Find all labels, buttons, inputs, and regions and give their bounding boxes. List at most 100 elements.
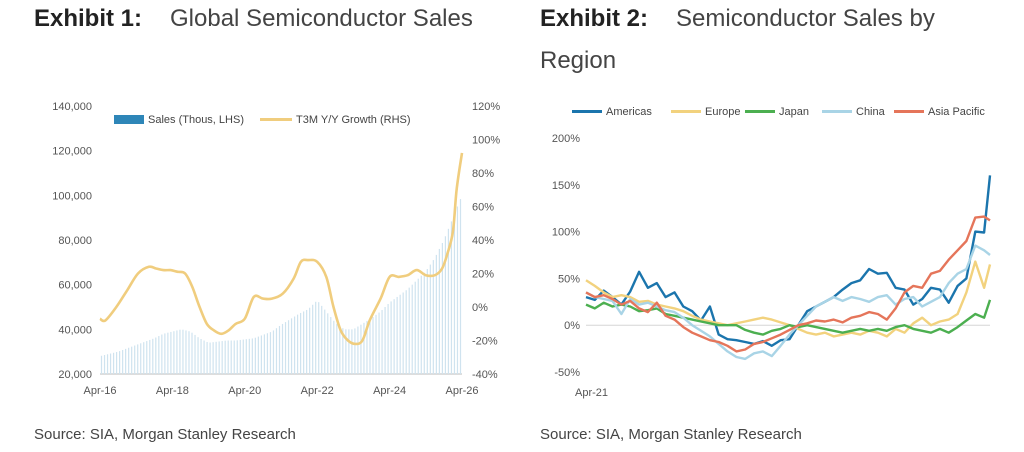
chart-1-bar bbox=[215, 341, 217, 374]
chart-1-right-tick-label: 100% bbox=[472, 135, 500, 147]
chart-1-bar bbox=[450, 221, 453, 374]
chart-1-bar bbox=[399, 294, 401, 374]
chart-1-bar bbox=[432, 260, 434, 374]
chart-1-bar bbox=[109, 353, 112, 374]
chart-1-bar bbox=[281, 323, 284, 374]
chart-1-bar bbox=[209, 342, 211, 374]
chart-1-bar bbox=[339, 325, 341, 374]
chart-1-bar bbox=[158, 336, 160, 374]
chart-1-bar bbox=[119, 351, 121, 374]
chart-1-bar bbox=[366, 320, 368, 374]
chart-2-line-china bbox=[585, 244, 991, 361]
chart-1-bar bbox=[161, 334, 163, 374]
exhibit-2-number: Exhibit 2: bbox=[540, 5, 649, 32]
exhibit-2-title-text: Semiconductor Sales by Region bbox=[540, 5, 935, 74]
chart-2-x-tick-label: Apr-21 bbox=[575, 387, 608, 399]
chart-1-bar bbox=[278, 325, 281, 374]
chart-1-bar bbox=[405, 290, 407, 374]
chart-1-bar bbox=[125, 348, 127, 374]
chart-1-right-tick-label: 40% bbox=[472, 235, 494, 247]
exhibit-1: Exhibit 1: Global Semiconductor Sales bbox=[34, 0, 474, 40]
chart-1-left-tick-label: 120,000 bbox=[52, 146, 92, 158]
chart-1-bar bbox=[426, 269, 428, 374]
chart-1-bar bbox=[303, 311, 305, 374]
chart-1-bar bbox=[191, 332, 193, 374]
chart-1-left-tick-label: 40,000 bbox=[58, 324, 92, 336]
chart-1-left-tick-label: 20,000 bbox=[58, 369, 92, 381]
chart-1-bar bbox=[257, 336, 259, 374]
chart-1-bar bbox=[312, 304, 314, 374]
chart-1-bar bbox=[266, 333, 269, 374]
chart-1-bar bbox=[402, 292, 404, 374]
chart-1-right-tick-label: 0% bbox=[472, 302, 488, 314]
chart-1-bar bbox=[309, 307, 311, 374]
chart-1-bar bbox=[233, 340, 235, 374]
chart-1-bar bbox=[176, 330, 178, 374]
chart-1-bar bbox=[230, 340, 232, 374]
chart-1-bar bbox=[357, 326, 359, 374]
chart-2-legend-label-asia-pacific: Asia Pacific bbox=[928, 106, 985, 118]
chart-1-bar bbox=[269, 332, 272, 374]
chart-1-bar bbox=[354, 328, 356, 374]
chart-1-bar bbox=[103, 355, 106, 374]
exhibit-2-source: Source: SIA, Morgan Stanley Research bbox=[540, 426, 802, 443]
chart-1-bar bbox=[143, 342, 145, 374]
chart-1-bar bbox=[324, 309, 326, 374]
chart-1-legend-label-growth: T3M Y/Y Growth (RHS) bbox=[296, 114, 411, 126]
chart-1-bar bbox=[164, 333, 166, 374]
chart-1-bar bbox=[275, 328, 278, 374]
chart-1-bar bbox=[245, 339, 247, 374]
chart-2-y-tick-label: 50% bbox=[558, 273, 580, 285]
chart-1-bar bbox=[173, 331, 175, 374]
exhibit-2-title: Exhibit 2: Semiconductor Sales by Region bbox=[540, 0, 1010, 82]
chart-1-bar bbox=[423, 272, 425, 374]
chart-1-growth-line bbox=[99, 152, 464, 346]
chart-1-x-tick-label: Apr-26 bbox=[445, 385, 478, 397]
chart-1-bar bbox=[438, 248, 440, 374]
chart-2-y-tick-label: -50% bbox=[554, 367, 580, 379]
chart-1-x-tick-label: Apr-20 bbox=[228, 385, 261, 397]
chart-1-bar bbox=[318, 302, 320, 374]
chart-1-bar bbox=[456, 206, 459, 374]
chart-1-x-tick-label: Apr-24 bbox=[373, 385, 406, 397]
chart-1-bar bbox=[408, 287, 410, 374]
chart-2-legend-label-europe: Europe bbox=[705, 106, 740, 118]
chart-1-bar bbox=[360, 324, 362, 374]
chart-1-bar bbox=[330, 317, 332, 374]
chart-1-bar bbox=[369, 319, 371, 374]
chart-1-bar bbox=[179, 329, 181, 374]
exhibit-1-title-text: Global Semiconductor Sales bbox=[170, 5, 473, 32]
chart-1-bar bbox=[185, 330, 187, 374]
chart-1-bar bbox=[248, 338, 250, 374]
chart-1-bar bbox=[122, 349, 124, 374]
chart-1-bar bbox=[378, 312, 380, 374]
chart-1-bar bbox=[444, 236, 447, 374]
chart-1-bar bbox=[363, 322, 365, 374]
chart-1-bar bbox=[414, 281, 416, 374]
chart-1-bar bbox=[137, 344, 139, 374]
chart-1-bar bbox=[134, 345, 136, 374]
chart-1-bar bbox=[381, 309, 383, 374]
chart-1-bar bbox=[106, 354, 109, 374]
chart-1-bar bbox=[327, 313, 329, 374]
chart-1-bar bbox=[140, 343, 142, 374]
chart-1-bar bbox=[447, 228, 450, 374]
chart-1-bar bbox=[417, 278, 419, 374]
chart-1-bar bbox=[300, 312, 302, 374]
chart-1-bar bbox=[287, 320, 290, 374]
chart-2-y-tick-label: 150% bbox=[552, 180, 580, 192]
chart-1-bar bbox=[182, 329, 184, 374]
chart-1-bar bbox=[384, 307, 386, 374]
chart-2-line-japan bbox=[585, 299, 992, 336]
chart-1-bar bbox=[306, 309, 308, 374]
chart-1-bar bbox=[200, 339, 202, 374]
chart-1-bar bbox=[194, 334, 196, 374]
chart-1-bar bbox=[290, 318, 293, 374]
chart-1-bar bbox=[441, 242, 443, 374]
chart-1-bar bbox=[167, 332, 169, 374]
exhibit-2: Exhibit 2: Semiconductor Sales by Region bbox=[540, 0, 1010, 82]
chart-1-bar bbox=[100, 355, 103, 374]
chart-1-bar bbox=[149, 339, 151, 374]
chart-2-y-tick-label: 100% bbox=[552, 227, 580, 239]
